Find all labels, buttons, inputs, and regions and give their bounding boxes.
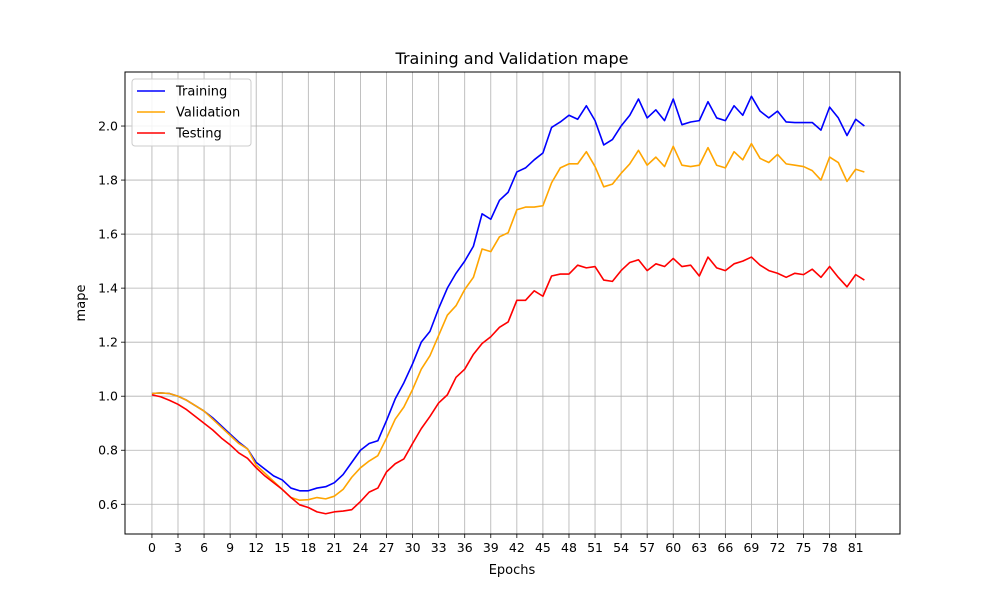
x-tick-label: 15 — [274, 540, 290, 555]
x-tick-label: 63 — [691, 540, 707, 555]
x-tick-label: 78 — [822, 540, 838, 555]
x-tick-label: 30 — [405, 540, 421, 555]
legend-label-training: Training — [175, 85, 227, 100]
x-tick-label: 48 — [561, 540, 577, 555]
x-tick-label: 3 — [174, 540, 182, 555]
x-tick-label: 75 — [796, 540, 812, 555]
training-series-line — [151, 95, 865, 492]
x-tick-label: 0 — [148, 540, 156, 555]
x-tick-label: 42 — [509, 540, 525, 555]
x-tick-label: 51 — [587, 540, 603, 555]
y-tick-label: 1.4 — [98, 281, 118, 296]
legend-box — [131, 78, 252, 147]
x-tick-label: 54 — [613, 540, 629, 555]
x-tick-label: 6 — [200, 540, 208, 555]
x-tick-label: 39 — [483, 540, 499, 555]
y-tick-label: 2.0 — [98, 119, 118, 134]
x-tick-label: 21 — [326, 540, 342, 555]
x-tick-label: 57 — [639, 540, 655, 555]
y-tick-label: 0.8 — [98, 443, 118, 458]
y-tick-label: 1.6 — [98, 227, 118, 242]
legend-label-testing: Testing — [175, 127, 222, 142]
x-tick-label: 18 — [300, 540, 316, 555]
x-tick-label: 12 — [248, 540, 264, 555]
plot-frame — [124, 71, 901, 535]
series-layer — [151, 95, 865, 515]
x-tick-label: 45 — [535, 540, 551, 555]
tick-layer: 0 3 6 9 12 15 18 21 24 27 30 33 36 39 42 45 48 51 54 57 60 63… — [98, 119, 864, 555]
x-tick-label: 36 — [457, 540, 473, 555]
chart-title: Training and Validation mape — [395, 49, 629, 68]
x-tick-label: 66 — [717, 540, 733, 555]
x-tick-label: 72 — [770, 540, 786, 555]
x-tick-label: 9 — [226, 540, 234, 555]
x-axis-label: Epochs — [489, 563, 536, 578]
x-tick-label: 81 — [848, 540, 864, 555]
x-tick-label: 60 — [665, 540, 681, 555]
x-tick-label: 33 — [431, 540, 447, 555]
validation-series-line — [151, 142, 865, 502]
legend: Training Validation Testing — [131, 78, 252, 147]
y-tick-label: 1.0 — [98, 389, 118, 404]
legend-label-validation: Validation — [176, 106, 240, 121]
y-axis-label: mape — [74, 285, 89, 322]
y-tick-label: 1.2 — [98, 335, 118, 350]
x-tick-label: 69 — [743, 540, 759, 555]
x-tick-label: 27 — [379, 540, 395, 555]
testing-series-line — [151, 256, 865, 515]
x-tick-label: 24 — [353, 540, 369, 555]
y-tick-label: 0.6 — [98, 497, 118, 512]
grid-layer — [125, 72, 900, 534]
y-tick-label: 1.8 — [98, 173, 118, 188]
